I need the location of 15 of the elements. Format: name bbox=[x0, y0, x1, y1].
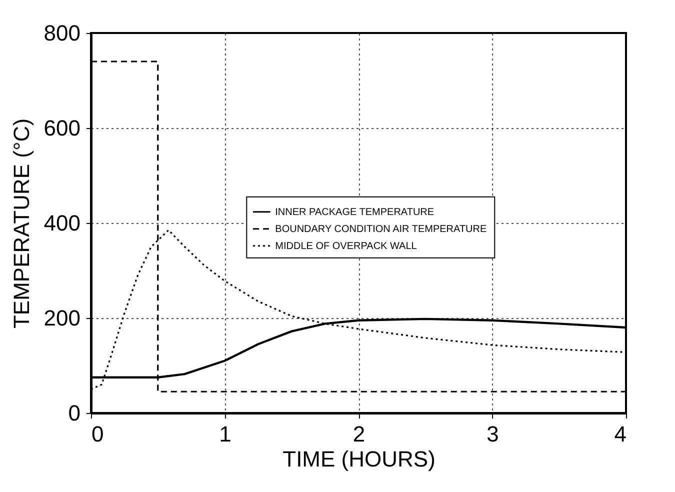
x-axis-title: TIME (HOURS) bbox=[282, 446, 436, 472]
x-tick-label: 3 bbox=[486, 422, 499, 446]
legend-label: BOUNDARY CONDITION AIR TEMPERATURE bbox=[275, 224, 487, 235]
x-tick-label: 4 bbox=[614, 422, 626, 446]
y-axis-title: TEMPERATURE (°C) bbox=[8, 118, 34, 329]
y-tick-label: 800 bbox=[44, 20, 80, 46]
y-tick-label: 200 bbox=[44, 306, 80, 330]
y-tick-label: 400 bbox=[44, 210, 80, 236]
x-tick-label: 1 bbox=[219, 422, 232, 446]
x-tick-label: 2 bbox=[352, 422, 366, 446]
x-tick-label: 0 bbox=[92, 422, 104, 446]
legend-label: MIDDLE OF OVERPACK WALL bbox=[275, 240, 418, 252]
y-tick-label: 0 bbox=[68, 400, 80, 426]
y-tick-label: 600 bbox=[44, 116, 80, 140]
legend-label: INNER PACKAGE TEMPERATURE bbox=[275, 206, 434, 218]
